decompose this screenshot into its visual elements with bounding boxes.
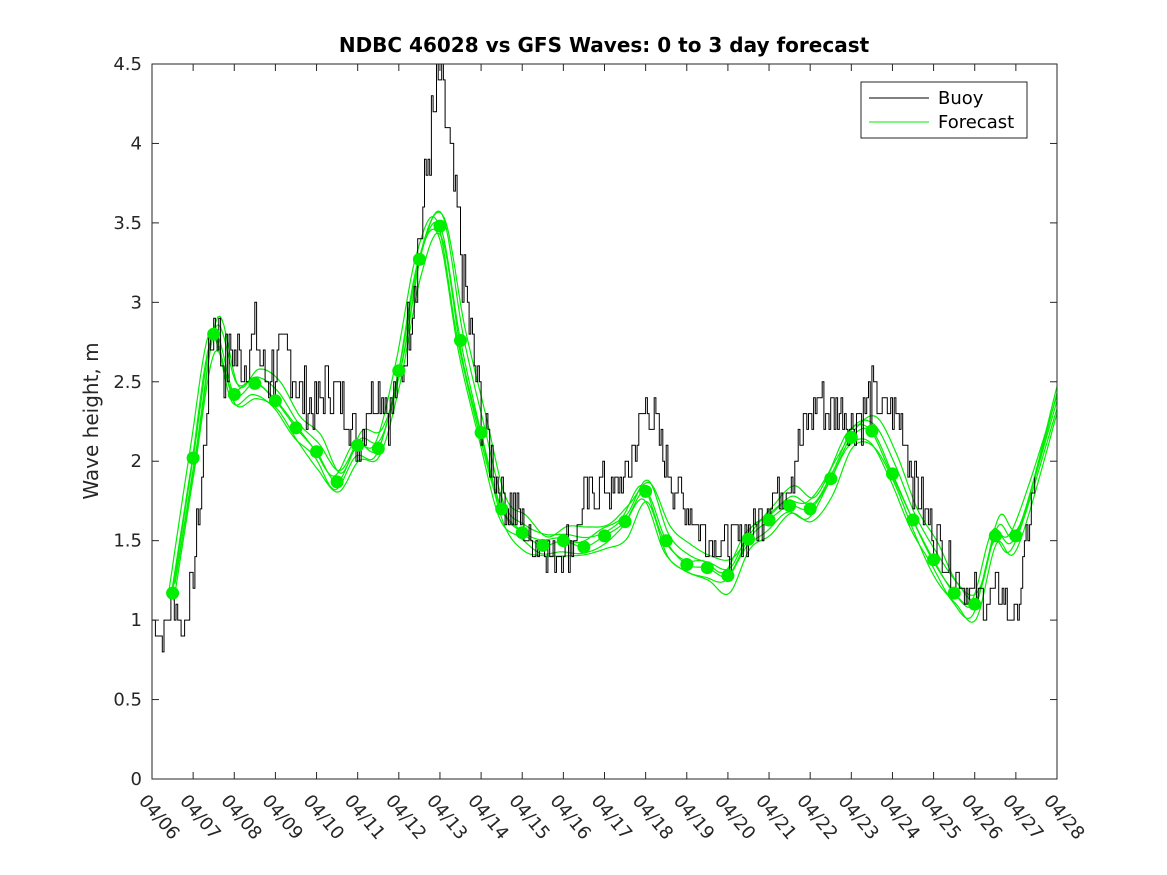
forecast-point-5	[268, 394, 282, 408]
forecast-point-7	[310, 445, 323, 459]
forecast-point-35	[886, 467, 899, 481]
axes-background	[152, 64, 1057, 779]
legend: Buoy Forecast	[860, 81, 1028, 139]
plot-area: 00.511.522.533.544.5 04/0604/0704/0804/0…	[113, 54, 1088, 844]
forecast-point-38	[947, 586, 961, 600]
forecast-point-10	[371, 442, 385, 455]
forecast-point-3	[227, 388, 241, 401]
forecast-line-5	[173, 232, 1058, 623]
forecast-point-31	[803, 502, 817, 516]
y-tick-label-2: 1	[131, 610, 142, 631]
forecast-point-28	[742, 532, 755, 546]
forecast-point-11	[392, 364, 406, 378]
forecast-point-8	[330, 475, 344, 489]
forecast-point-33	[844, 430, 858, 444]
buoy-series-group	[151, 63, 1036, 653]
forecast-point-14	[454, 334, 467, 347]
y-tick-label-3: 1.5	[113, 531, 142, 552]
y-tick-label-1: 0.5	[113, 690, 142, 711]
forecast-point-0	[166, 586, 180, 600]
y-tick-label-6: 3	[131, 292, 142, 313]
forecast-point-27	[721, 569, 735, 583]
forecast-point-26	[700, 561, 714, 575]
forecast-point-2	[207, 327, 221, 341]
forecast-point-30	[783, 499, 797, 513]
forecast-point-36	[906, 513, 920, 527]
forecast-point-19	[556, 534, 570, 548]
forecast-point-12	[412, 252, 426, 266]
forecast-point-41	[1009, 529, 1023, 543]
y-tick-label-7: 3.5	[113, 213, 142, 234]
forecast-line-3	[176, 211, 1058, 596]
legend-forecast-label: Forecast	[938, 112, 1014, 133]
forecast-line-4	[168, 215, 1058, 605]
y-axis-ticks: 0 0.5 1 1.5 2 2.5 3 3.5 4 4.5	[113, 54, 1057, 790]
forecast-point-39	[968, 597, 982, 611]
y-tick-label-4: 2	[131, 451, 142, 472]
forecast-point-25	[680, 558, 694, 571]
forecast-point-32	[824, 472, 838, 486]
y-axis-label: Wave height, m	[79, 342, 103, 499]
y-tick-label-8: 4	[131, 133, 142, 154]
forecast-point-24	[659, 534, 673, 548]
forecast-point-1	[186, 451, 200, 465]
forecast-point-34	[865, 424, 879, 438]
legend-buoy-label: Buoy	[938, 88, 984, 109]
forecast-point-15	[474, 426, 488, 440]
y-tick-label-5: 2.5	[113, 372, 142, 393]
forecast-point-18	[536, 538, 550, 552]
chart-title: NDBC 46028 vs GFS Waves: 0 to 3 day fore…	[339, 33, 870, 57]
forecast-point-6	[289, 421, 303, 435]
forecast-point-21	[598, 529, 611, 543]
forecast-markers-group	[166, 219, 1023, 611]
forecast-point-16	[495, 502, 509, 516]
buoy-series-line	[151, 63, 1036, 653]
forecast-point-4	[248, 376, 262, 390]
forecast-point-13	[433, 219, 447, 233]
forecast-point-22	[618, 515, 632, 529]
legend-box	[860, 81, 1028, 139]
forecast-point-20	[577, 540, 591, 554]
forecast-point-40	[988, 529, 1002, 543]
forecast-point-23	[639, 484, 653, 498]
y-tick-label-0: 0	[131, 769, 142, 790]
forecast-point-9	[351, 438, 365, 452]
forecast-point-37	[927, 553, 941, 567]
y-tick-label-9: 4.5	[113, 54, 142, 75]
forecast-point-17	[515, 526, 529, 540]
forecast-point-29	[762, 513, 776, 527]
